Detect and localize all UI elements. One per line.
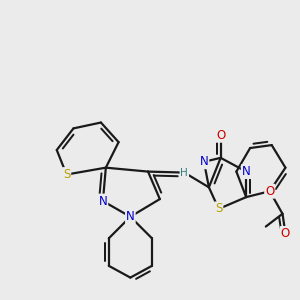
Text: O: O bbox=[281, 227, 290, 240]
Text: H: H bbox=[181, 168, 188, 178]
Text: S: S bbox=[63, 168, 70, 181]
Text: O: O bbox=[265, 185, 274, 198]
Text: N: N bbox=[126, 210, 135, 223]
Text: N: N bbox=[98, 194, 107, 208]
Text: S: S bbox=[215, 202, 222, 215]
Text: N: N bbox=[200, 155, 208, 168]
Text: O: O bbox=[216, 129, 225, 142]
Text: N: N bbox=[242, 165, 250, 178]
